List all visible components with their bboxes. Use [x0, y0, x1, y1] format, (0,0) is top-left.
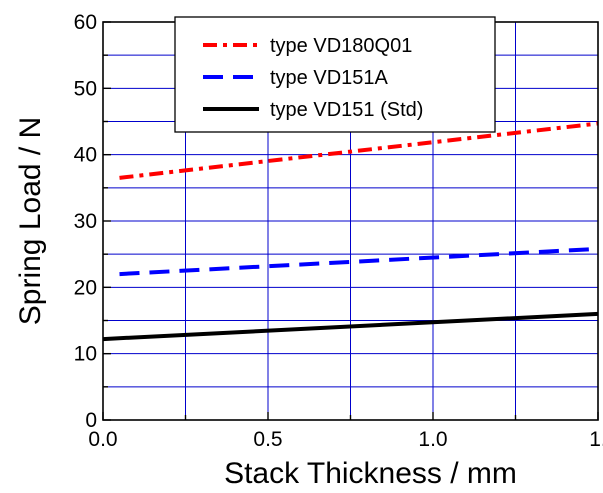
y-tick-label: 40	[74, 144, 97, 167]
x-axis-label: Stack Thickness / mm	[224, 457, 517, 490]
y-axis-label: Spring Load / N	[14, 117, 47, 325]
y-tick-label: 20	[74, 276, 97, 299]
series-lines	[102, 121, 599, 342]
legend-label-vd180q01: type VD180Q01	[270, 35, 412, 57]
y-tick-label: 60	[74, 11, 97, 34]
axis-ticks	[102, 21, 599, 421]
series-line-1	[119, 246, 599, 277]
x-tick-label: 1.	[589, 428, 603, 451]
y-tick-label: 30	[74, 210, 97, 233]
series-line-2	[102, 311, 599, 342]
series-line-0	[119, 121, 599, 180]
x-tick-label: 0.5	[253, 428, 282, 451]
y-tick-label: 10	[74, 343, 97, 366]
legend-box	[174, 16, 496, 133]
y-tick-label: 50	[74, 77, 97, 100]
x-tick-label: 0.0	[88, 428, 117, 451]
x-tick-label: 1.0	[418, 428, 447, 451]
legend-label-vd151-std: type VD151 (Std)	[270, 99, 423, 121]
legend: type VD180Q01 type VD151A type VD151 (St…	[174, 16, 496, 133]
legend-label-vd151a: type VD151A	[270, 67, 389, 89]
y-tick-label: 0	[85, 409, 97, 432]
